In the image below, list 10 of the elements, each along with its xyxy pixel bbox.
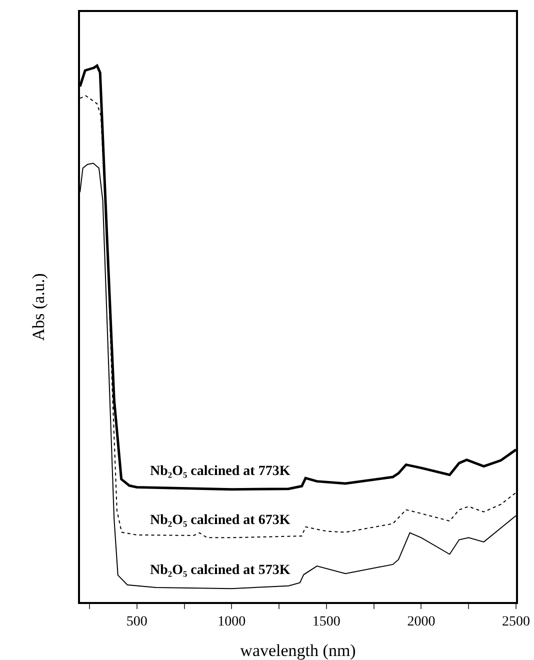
x-tick-label: 1000 xyxy=(218,614,246,630)
x-tick-label: 1500 xyxy=(312,614,340,630)
series-label: Nb₂O₅ calcined at 773K xyxy=(150,464,290,479)
series-label: Nb₂O₅ calcined at 673K xyxy=(150,513,290,528)
x-tick-label: 2500 xyxy=(502,614,530,630)
y-axis-title: Abs (a.u.) xyxy=(29,273,48,341)
x-tick-label: 2000 xyxy=(407,614,436,630)
series-label: Nb₂O₅ calcined at 573K xyxy=(150,563,290,578)
x-tick-label: 500 xyxy=(126,614,148,630)
x-axis-title: wavelength (nm) xyxy=(240,641,356,660)
